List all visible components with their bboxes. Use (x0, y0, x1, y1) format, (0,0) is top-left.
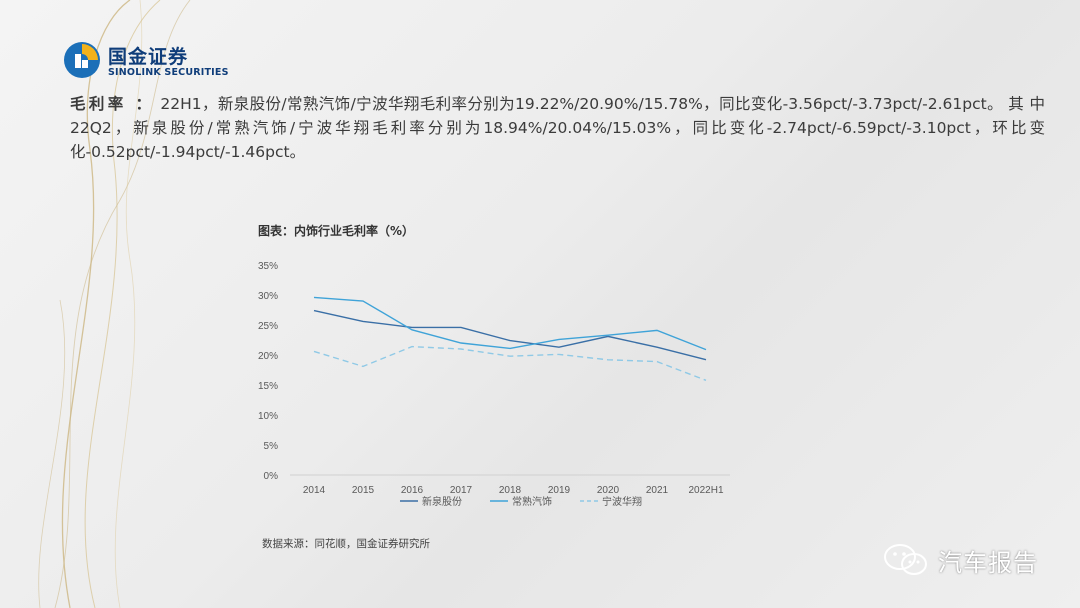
y-tick-label: 5% (264, 441, 279, 452)
x-tick-label: 2014 (303, 485, 326, 496)
x-tick-label: 2021 (646, 485, 669, 496)
sinolink-logo-icon (64, 42, 100, 78)
brand-logo: 国金证券 SINOLINK SECURITIES (62, 40, 262, 82)
watermark-text: 汽车报告 (938, 549, 1038, 577)
legend-label-2: 常熟汽饰 (512, 495, 552, 508)
x-tick-label: 2018 (499, 485, 522, 496)
x-tick-label: 2015 (352, 485, 375, 496)
legend-label-3: 宁波华翔 (602, 495, 642, 508)
x-tick-label: 2019 (548, 485, 571, 496)
data-source-note: 数据来源：同花顺，国金证券研究所 (262, 538, 430, 550)
brand-name-en: SINOLINK SECURITIES (108, 67, 229, 78)
brand-name-cn: 国金证券 (108, 46, 189, 68)
y-tick-label: 35% (258, 261, 278, 272)
gold-line-3 (54, 0, 191, 608)
gold-line-5 (38, 299, 66, 608)
watermark: 汽车报告 (882, 541, 1052, 577)
gross-margin-line-chart: 0% 5% 10% 15% 20% 25% 30% 35% 2014 2015 2016 2017 20… (258, 261, 730, 508)
x-tick-label: 2016 (401, 485, 424, 496)
y-tick-label: 15% (258, 381, 278, 392)
legend-label-1: 新泉股份 (422, 495, 462, 508)
x-tick-label: 2022H1 (688, 485, 723, 496)
x-tick-label: 2017 (450, 485, 473, 496)
series-line-3 (313, 345, 707, 381)
y-tick-label: 25% (258, 321, 278, 332)
series-line-1 (313, 309, 707, 361)
y-tick-label: 10% (258, 411, 278, 422)
gold-line-4 (114, 0, 143, 608)
summary-text: 22H1，新泉股份/常熟汽饰/宁波华翔毛利率分别为19.22%/20.90%/1… (70, 95, 1045, 161)
summary-lead: 毛利率 ： (70, 95, 155, 113)
x-tick-label: 2020 (597, 485, 620, 496)
y-tick-label: 20% (258, 351, 278, 362)
series-line-2 (313, 296, 707, 351)
gold-line-1 (61, 0, 131, 608)
wechat-icon (884, 544, 927, 575)
chart-title: 图表：内饰行业毛利率（%） (258, 224, 415, 238)
y-tick-label: 30% (258, 291, 278, 302)
summary-paragraph: 毛利率 ： 22H1，新泉股份/常熟汽饰/宁波华翔毛利率分别为19.22%/20.… (70, 92, 1045, 164)
y-tick-label: 0% (264, 471, 279, 482)
gold-line-2 (84, 0, 161, 608)
